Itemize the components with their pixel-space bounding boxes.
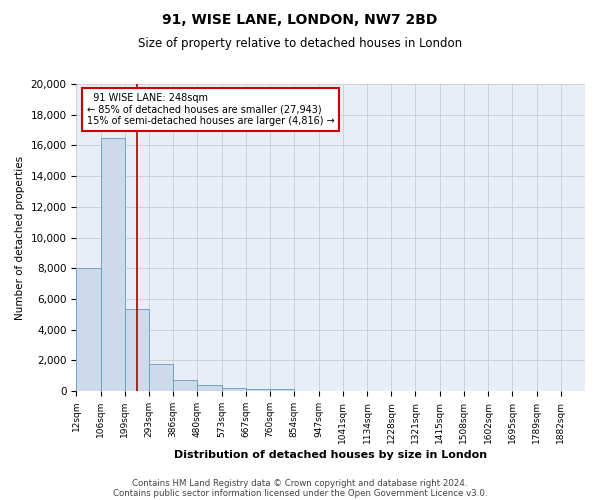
X-axis label: Distribution of detached houses by size in London: Distribution of detached houses by size … [174, 450, 487, 460]
Bar [197, 386, 222, 391]
Bar [101, 138, 125, 391]
Bar [270, 389, 295, 391]
Bar [246, 388, 270, 391]
Bar [173, 380, 197, 391]
Bar [222, 388, 246, 391]
Text: Contains public sector information licensed under the Open Government Licence v3: Contains public sector information licen… [113, 488, 487, 498]
Y-axis label: Number of detached properties: Number of detached properties [15, 156, 25, 320]
Text: Size of property relative to detached houses in London: Size of property relative to detached ho… [138, 38, 462, 51]
Bar [76, 268, 101, 391]
Text: 91 WISE LANE: 248sqm  
← 85% of detached houses are smaller (27,943)
15% of semi: 91 WISE LANE: 248sqm ← 85% of detached h… [86, 93, 334, 126]
Bar [149, 364, 173, 391]
Bar [125, 309, 149, 391]
Text: Contains HM Land Registry data © Crown copyright and database right 2024.: Contains HM Land Registry data © Crown c… [132, 478, 468, 488]
Text: 91, WISE LANE, LONDON, NW7 2BD: 91, WISE LANE, LONDON, NW7 2BD [163, 12, 437, 26]
